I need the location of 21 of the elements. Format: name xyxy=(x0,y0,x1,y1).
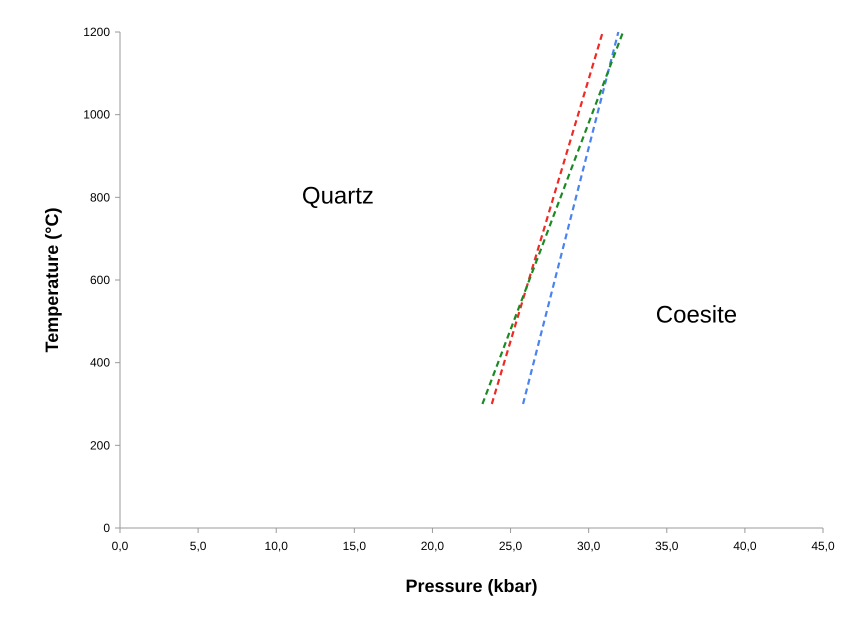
annotation: Quartz xyxy=(302,182,374,210)
x-tick-label: 5,0 xyxy=(190,539,207,553)
y-tick-label: 1200 xyxy=(83,25,110,39)
y-tick-label: 600 xyxy=(90,273,110,287)
y-tick-label: 400 xyxy=(90,356,110,370)
annotation: Coesite xyxy=(656,302,738,329)
y-axis-title: Temperature (°C) xyxy=(42,208,62,352)
x-tick-label: 40,0 xyxy=(733,539,757,553)
x-axis-title: Pressure (kbar) xyxy=(405,576,538,596)
x-tick-label: 15,0 xyxy=(342,539,366,553)
y-tick-label: 200 xyxy=(90,438,110,452)
x-tick-label: 35,0 xyxy=(655,539,679,553)
x-tick-label: 25,0 xyxy=(498,539,523,553)
x-tick-label: 45,0 xyxy=(811,539,835,553)
x-tick-label: 30,0 xyxy=(576,539,601,553)
x-tick-label: 20,0 xyxy=(420,539,444,553)
x-tick-label: 10,0 xyxy=(264,539,288,553)
x-tick-label: 0,0 xyxy=(112,539,129,553)
y-tick-label: 800 xyxy=(90,190,110,204)
y-tick-label: 1000 xyxy=(83,108,110,122)
y-tick-label: 0 xyxy=(103,521,110,535)
